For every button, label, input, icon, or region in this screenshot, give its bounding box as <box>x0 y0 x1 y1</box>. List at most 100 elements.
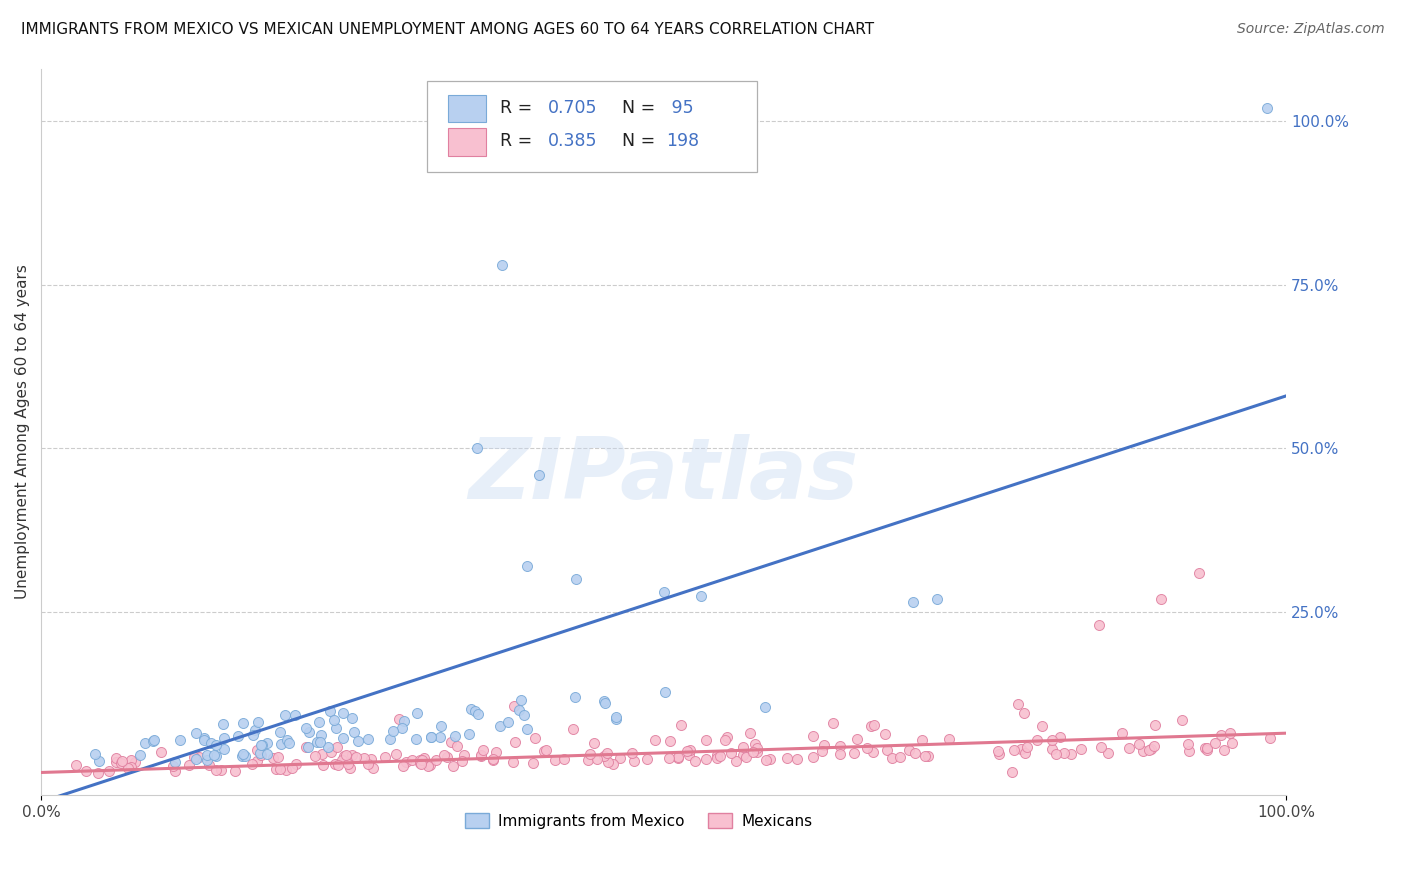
Point <box>323 713 346 727</box>
Point <box>150 745 173 759</box>
Point <box>810 743 832 757</box>
Point <box>786 751 808 765</box>
Point <box>482 753 505 767</box>
Point <box>344 750 367 764</box>
Point <box>323 756 346 771</box>
Point <box>481 752 503 766</box>
Point <box>232 716 254 731</box>
Point <box>193 732 215 747</box>
Point <box>1049 730 1071 744</box>
Point <box>193 731 215 746</box>
Point <box>485 746 508 760</box>
Point <box>876 743 898 757</box>
Point <box>470 748 492 763</box>
Point <box>596 755 619 769</box>
Text: 0.705: 0.705 <box>548 99 598 117</box>
Point <box>231 748 253 763</box>
Point <box>312 757 335 772</box>
Point <box>339 761 361 775</box>
Point <box>465 442 488 456</box>
Point <box>1031 719 1053 733</box>
Point <box>901 595 924 609</box>
Point <box>256 736 278 750</box>
Point <box>405 731 427 746</box>
Point <box>561 723 583 737</box>
Point <box>623 754 645 768</box>
Point <box>347 734 370 748</box>
Point <box>413 750 436 764</box>
Point <box>593 693 616 707</box>
Point <box>508 703 530 717</box>
FancyBboxPatch shape <box>449 128 485 156</box>
Point <box>97 764 120 779</box>
Text: ZIPatlas: ZIPatlas <box>468 434 859 517</box>
Point <box>363 761 385 775</box>
Point <box>419 758 441 772</box>
Point <box>644 733 666 747</box>
Point <box>433 747 456 762</box>
Point <box>689 589 711 603</box>
Point <box>262 751 284 765</box>
Point <box>467 707 489 722</box>
Point <box>105 751 128 765</box>
Point <box>458 727 481 741</box>
Point <box>295 740 318 755</box>
Point <box>602 756 624 771</box>
Point <box>938 731 960 746</box>
Point <box>326 758 349 772</box>
Point <box>269 725 291 739</box>
Point <box>436 750 458 764</box>
Point <box>425 753 447 767</box>
Point <box>284 757 307 772</box>
Point <box>803 729 825 743</box>
Point <box>1195 741 1218 756</box>
Point <box>326 739 349 754</box>
Point <box>1178 744 1201 758</box>
Point <box>360 752 382 766</box>
Point <box>321 745 343 759</box>
Point <box>111 754 134 768</box>
Point <box>188 749 211 764</box>
Point <box>830 739 852 753</box>
Text: N =: N = <box>623 132 661 150</box>
Point <box>731 747 754 762</box>
Point <box>120 760 142 774</box>
Point <box>184 725 207 739</box>
Point <box>411 753 433 767</box>
Point <box>733 739 755 754</box>
Point <box>759 751 782 765</box>
Point <box>533 744 555 758</box>
Point <box>927 591 949 606</box>
Point <box>1045 747 1067 761</box>
Point <box>311 747 333 761</box>
Point <box>536 743 558 757</box>
Point <box>596 746 619 760</box>
Point <box>1177 737 1199 751</box>
Point <box>911 733 934 747</box>
FancyBboxPatch shape <box>449 95 485 122</box>
Point <box>683 754 706 768</box>
Point <box>593 749 616 764</box>
Point <box>385 747 408 762</box>
Point <box>316 740 339 755</box>
Point <box>489 719 512 733</box>
Point <box>859 719 882 733</box>
Point <box>666 751 689 765</box>
Point <box>205 763 228 777</box>
Point <box>585 751 607 765</box>
Point <box>1212 742 1234 756</box>
Point <box>294 721 316 735</box>
Point <box>709 748 731 763</box>
Point <box>394 714 416 728</box>
Point <box>332 706 354 721</box>
Point <box>440 734 463 748</box>
Point <box>516 559 538 574</box>
Point <box>862 717 884 731</box>
Point <box>308 715 330 730</box>
Point <box>880 751 903 765</box>
Point <box>162 759 184 773</box>
Point <box>564 690 586 704</box>
Text: R =: R = <box>501 99 538 117</box>
Point <box>83 747 105 762</box>
Point <box>744 738 766 752</box>
